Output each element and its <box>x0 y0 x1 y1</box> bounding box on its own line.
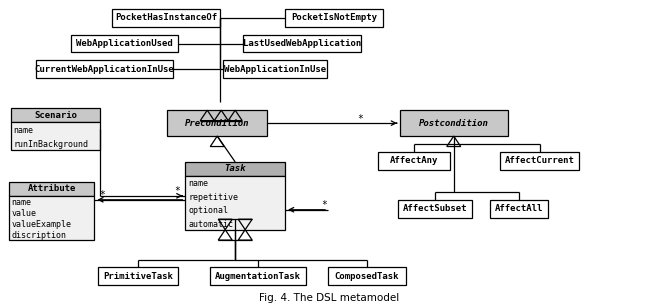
Text: valueExample: valueExample <box>12 220 72 229</box>
Bar <box>186 176 285 230</box>
Text: Precondition: Precondition <box>185 119 249 128</box>
Bar <box>211 267 306 286</box>
Bar <box>36 60 173 78</box>
Text: discription: discription <box>12 231 66 240</box>
Bar <box>99 267 178 286</box>
Bar <box>490 200 547 218</box>
Bar <box>223 60 327 78</box>
Text: AffectCurrent: AffectCurrent <box>505 156 574 165</box>
Bar <box>243 34 361 52</box>
Text: AffectSubset: AffectSubset <box>403 204 467 213</box>
Text: *: * <box>357 114 363 124</box>
Text: ComposedTask: ComposedTask <box>335 272 399 281</box>
Text: Scenario: Scenario <box>34 111 77 120</box>
Bar <box>11 122 101 150</box>
Bar <box>167 110 267 136</box>
Text: optional: optional <box>188 206 228 215</box>
Bar <box>186 162 285 176</box>
Bar <box>9 196 95 240</box>
Text: Postcondition: Postcondition <box>418 119 489 128</box>
Text: *: * <box>174 186 180 196</box>
Bar <box>400 110 507 136</box>
Text: PrimitiveTask: PrimitiveTask <box>103 272 173 281</box>
Text: Attribute: Attribute <box>28 184 76 193</box>
Bar <box>9 182 95 196</box>
Text: value: value <box>12 209 37 218</box>
Bar <box>499 152 580 170</box>
Text: CurrentWebApplicationInUse: CurrentWebApplicationInUse <box>35 65 174 74</box>
Bar <box>70 34 178 52</box>
Text: PocketHasInstanceOf: PocketHasInstanceOf <box>115 13 217 22</box>
Text: runInBackground: runInBackground <box>14 140 89 149</box>
Text: AugmentationTask: AugmentationTask <box>215 272 301 281</box>
Text: AffectAll: AffectAll <box>494 204 543 213</box>
Bar <box>113 9 220 26</box>
Bar <box>328 267 406 286</box>
Text: *: * <box>321 200 327 210</box>
Text: name: name <box>14 126 34 135</box>
Text: LastUsedWebApplication: LastUsedWebApplication <box>243 39 361 48</box>
Text: name: name <box>188 180 209 188</box>
Text: Task: Task <box>224 164 246 173</box>
Bar <box>285 9 383 26</box>
Bar <box>378 152 450 170</box>
Text: AffectAny: AffectAny <box>390 156 438 165</box>
Text: WebApplicationInUse: WebApplicationInUse <box>224 65 326 74</box>
Bar <box>11 108 101 122</box>
Text: automatic: automatic <box>188 220 234 229</box>
Text: name: name <box>12 198 32 207</box>
Text: WebApplicationUsed: WebApplicationUsed <box>76 39 173 48</box>
Text: repetitive: repetitive <box>188 193 238 202</box>
Text: Fig. 4. The DSL metamodel: Fig. 4. The DSL metamodel <box>259 293 399 303</box>
Bar <box>398 200 472 218</box>
Text: *: * <box>99 190 105 200</box>
Text: PocketIsNotEmpty: PocketIsNotEmpty <box>291 13 377 22</box>
